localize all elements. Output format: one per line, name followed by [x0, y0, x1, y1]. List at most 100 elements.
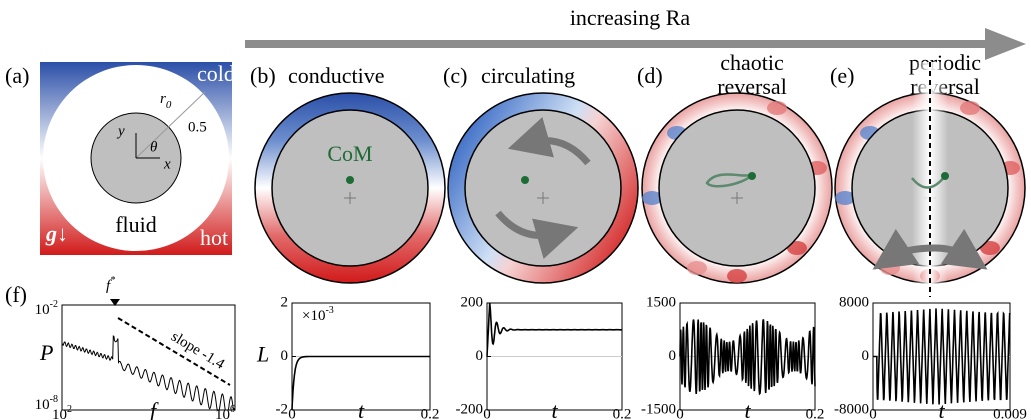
x-axis-label: t: [551, 398, 558, 420]
panel-label: (f): [5, 282, 27, 307]
y-tick-label: 8000: [839, 294, 869, 310]
y-tick-label: -200: [456, 401, 484, 417]
flow-arrow: [495, 210, 579, 259]
peak-marker: [110, 299, 120, 306]
x-tick-label: 0.2: [421, 406, 440, 420]
power-exp: *: [110, 275, 115, 286]
power-base: ×10: [302, 308, 325, 324]
y-tick-label: 0: [862, 348, 870, 364]
power-exp: 2: [67, 404, 72, 415]
y-tick-label: 0: [669, 348, 677, 364]
x-tick-label: 0: [869, 406, 877, 420]
ra-arrow: [245, 40, 985, 48]
signal-curve: [873, 308, 1011, 405]
hot-label: hot: [200, 225, 228, 250]
power-exp: -3: [325, 305, 333, 316]
signal-curve: [486, 302, 622, 357]
spectrum-curve: [61, 335, 235, 411]
panel-label: (d): [637, 63, 663, 88]
power-exp: 6: [230, 404, 235, 415]
fluid-label: fluid: [115, 212, 157, 237]
temperature-patch: [642, 191, 662, 205]
y-tick-label: -1500: [641, 401, 676, 417]
flow-arrow: [507, 117, 591, 166]
plot-frame: [61, 304, 236, 411]
x-tick-label: 0.009: [993, 406, 1027, 420]
x-tick-label: 0.2: [613, 406, 632, 420]
temperature-patch: [767, 101, 787, 115]
x-label: x: [163, 156, 171, 172]
temperature-patch: [835, 191, 855, 205]
radius-line: [135, 91, 206, 159]
panel-title: circulating: [481, 63, 575, 88]
power-base: 10: [35, 397, 50, 413]
power-label: 106: [215, 404, 235, 420]
center-cross: [731, 192, 743, 204]
inner-cylinder: [464, 109, 622, 267]
x-tick-label: 0: [676, 406, 684, 420]
y-axis-label: L: [256, 342, 269, 367]
inner-cylinder: [271, 109, 429, 267]
panel-label: (e): [830, 63, 854, 88]
power-label: 10-2: [35, 299, 58, 318]
panel-title: conductive: [288, 63, 385, 88]
x-axis-label: t: [358, 398, 365, 420]
y-axis-label: P: [39, 340, 53, 365]
x-axis-label: f: [150, 398, 159, 420]
panel-label: (c): [443, 63, 467, 88]
ra-arrow-head: [985, 28, 1026, 60]
temperature-patch: [727, 269, 747, 283]
x-axis-label: t: [744, 398, 751, 420]
angle-label: θ: [150, 139, 158, 155]
y-tick-label: -8000: [834, 401, 869, 417]
temperature-patch: [787, 241, 807, 255]
x-axis-label: t: [938, 398, 945, 420]
radius-label: r0: [160, 91, 172, 110]
flow-arrow: [872, 228, 936, 270]
y-tick-label: 0: [281, 348, 289, 364]
com-label: CoM: [327, 141, 372, 166]
panel-title: chaotic: [720, 50, 784, 75]
slope-label: slope -1.4: [168, 329, 227, 373]
power-base: f: [106, 278, 112, 294]
inner-cylinder: [658, 109, 816, 267]
power-base: 10: [35, 302, 50, 318]
y-tick-label: 200: [461, 294, 484, 310]
power-exp: -8: [50, 394, 58, 405]
center-of-mass: [748, 172, 756, 180]
power-label: ×10-3: [302, 305, 334, 324]
y-tick-label: 2: [281, 294, 289, 310]
center-cross: [537, 192, 549, 204]
temperature-patch: [960, 101, 980, 115]
center-of-mass: [346, 176, 354, 184]
power-exp: -2: [50, 299, 58, 310]
flow-arrow: [934, 228, 988, 270]
power-label: 10-8: [35, 394, 58, 413]
slope-line: [117, 317, 231, 386]
panel-label: (a): [5, 63, 29, 88]
power-base: 10: [215, 407, 230, 420]
radius-value: 0.5: [188, 119, 207, 135]
signal-curve: [291, 355, 430, 411]
temperature-patch: [880, 261, 900, 275]
cold-label: cold: [197, 61, 235, 86]
x-tick-label: 0: [288, 406, 296, 420]
x-tick-label: 0.2: [806, 406, 825, 420]
panel-label: (b): [250, 63, 276, 88]
power-label: f*: [106, 275, 115, 294]
spectrum: slope -1.4 Pf: [39, 299, 235, 420]
radius-base: r: [160, 91, 166, 107]
gravity-label: g↓: [45, 221, 68, 246]
power-label: 102: [52, 404, 72, 420]
center-of-mass: [521, 176, 529, 184]
com-trajectory: [911, 175, 946, 189]
center-cross: [344, 192, 356, 204]
temperature-patch: [687, 261, 707, 275]
y-tick-label: 1500: [646, 294, 676, 310]
x-tick-label: 0: [483, 406, 491, 420]
y-tick-label: -2: [276, 401, 289, 417]
signal-curve: [679, 319, 816, 396]
y-label: y: [116, 123, 125, 139]
power-base: 10: [52, 407, 67, 420]
